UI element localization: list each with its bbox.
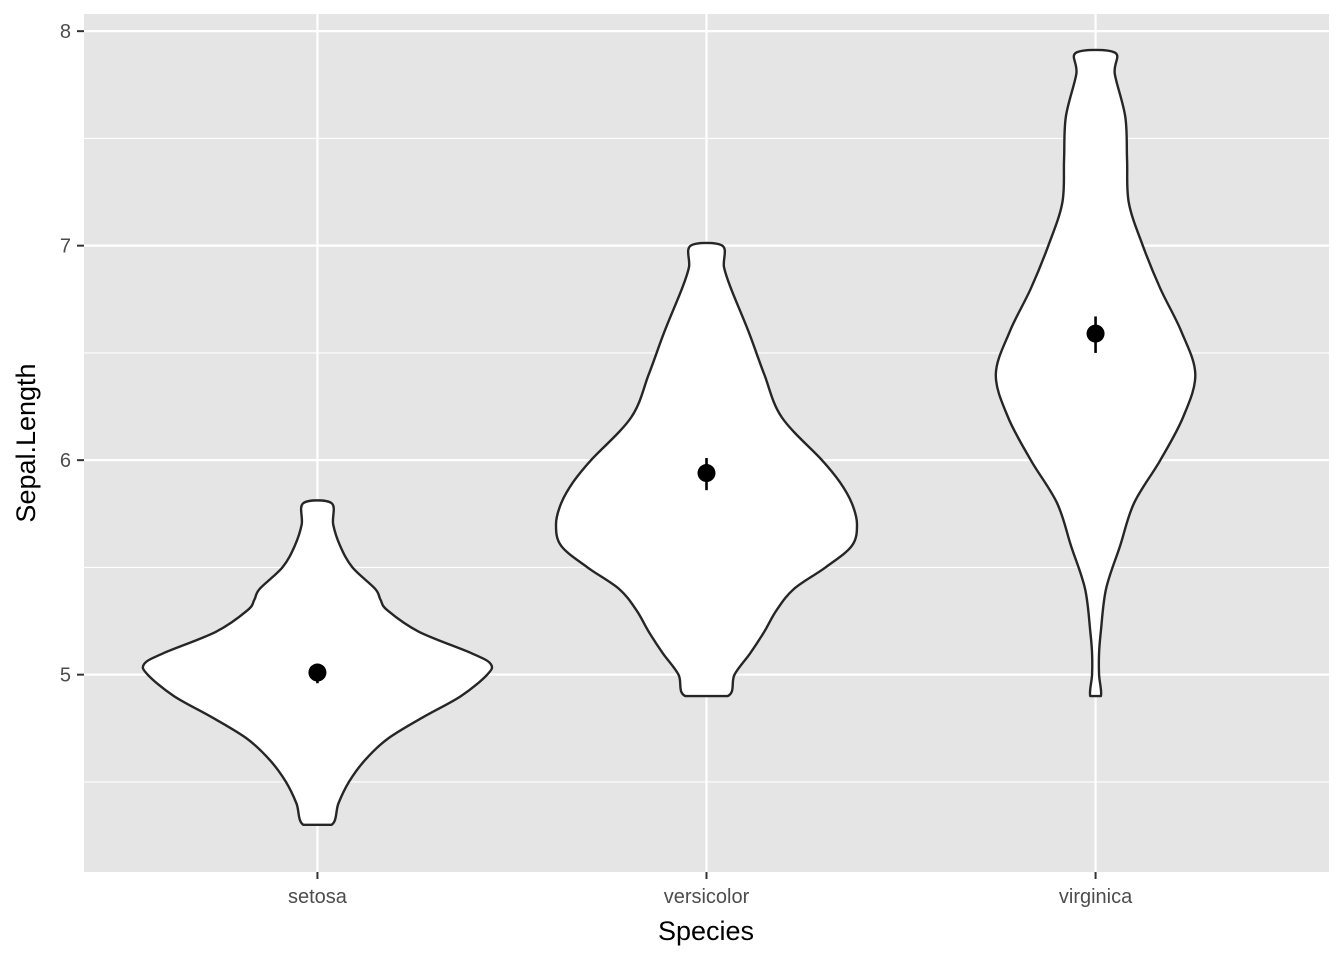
x-tick-label-versicolor: versicolor xyxy=(664,886,750,908)
y-tick-label-3: 8 xyxy=(60,21,71,43)
mean-point-versicolor xyxy=(697,464,716,483)
y-tick-label-2: 7 xyxy=(60,236,71,258)
y-axis-title: Sepal.Length xyxy=(11,363,41,522)
violin-setosa xyxy=(141,499,494,827)
mean-point-virginica xyxy=(1086,324,1105,343)
y-tick-label-0: 5 xyxy=(60,665,71,687)
y-tick-label-1: 6 xyxy=(60,450,71,472)
mean-point-setosa xyxy=(308,663,327,682)
x-axis: setosa versicolor virginica xyxy=(288,872,1133,908)
x-tick-label-setosa: setosa xyxy=(288,886,348,908)
x-tick-label-virginica: virginica xyxy=(1059,886,1133,908)
x-axis-title: Species xyxy=(658,916,754,946)
violins xyxy=(141,48,1197,827)
violin-virginica xyxy=(994,48,1197,698)
y-axis: 5 6 7 8 xyxy=(60,21,84,687)
